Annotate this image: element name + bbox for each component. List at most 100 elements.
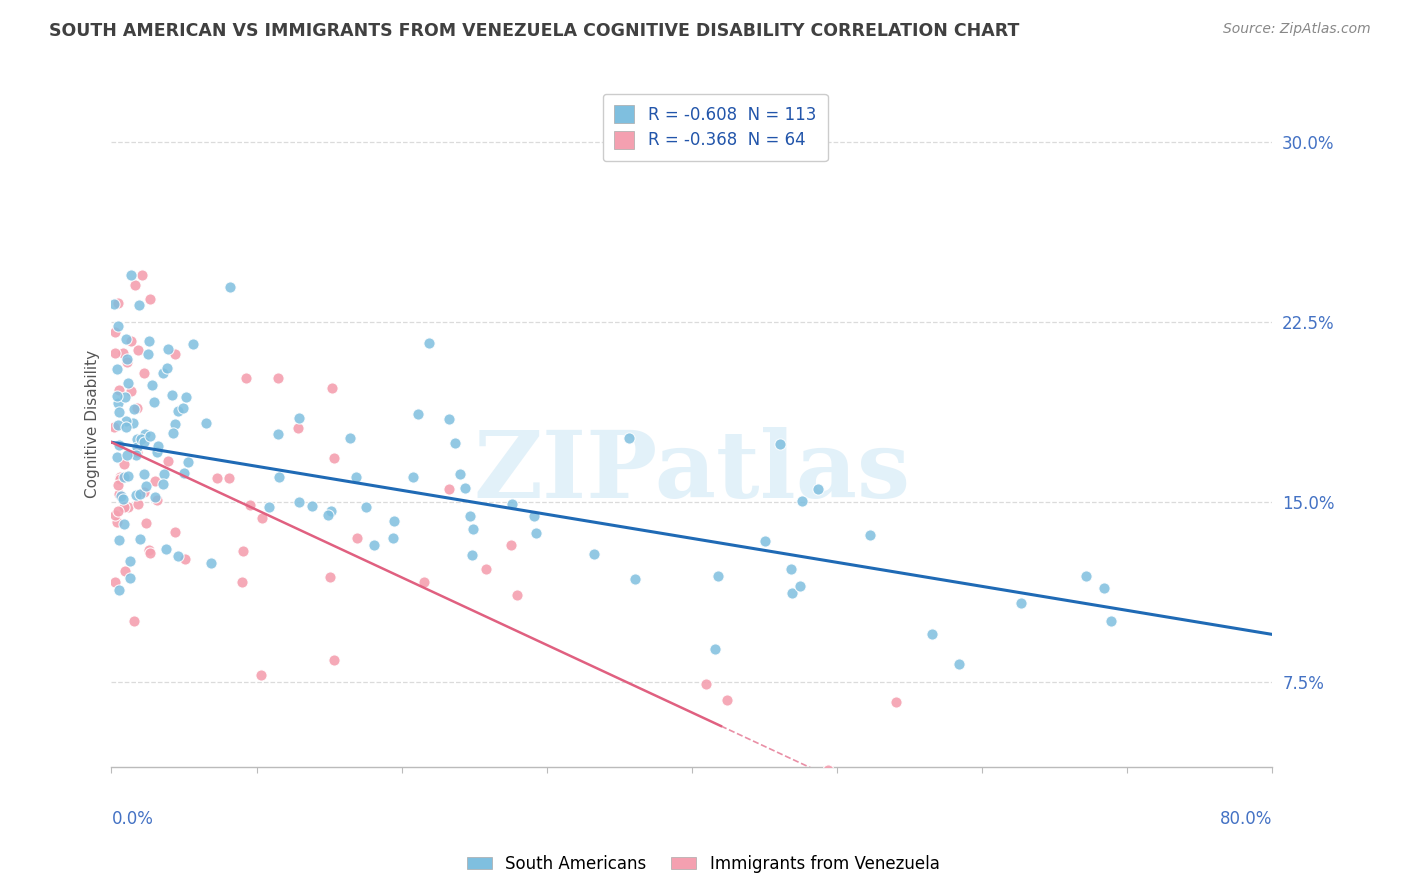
Point: [146, 445, 169, 459]
Point: [103, 419, 125, 434]
Text: SOUTH AMERICAN VS IMMIGRANTS FROM VENEZUELA COGNITIVE DISABILITY CORRELATION CHA: SOUTH AMERICAN VS IMMIGRANTS FROM VENEZU…: [49, 22, 1019, 40]
Point: [107, 295, 129, 310]
Point: [108, 470, 131, 484]
Point: [704, 641, 727, 656]
Point: [506, 588, 529, 602]
Point: [128, 497, 150, 511]
Point: [115, 448, 138, 462]
Point: [142, 395, 165, 409]
Point: [104, 508, 127, 523]
Point: [125, 488, 148, 502]
Point: [107, 487, 129, 501]
Point: [117, 468, 139, 483]
Point: [354, 500, 377, 514]
Point: [444, 435, 467, 450]
Point: [181, 337, 204, 351]
Point: [859, 528, 882, 542]
Point: [499, 538, 522, 552]
Point: [138, 542, 160, 557]
Point: [114, 565, 136, 579]
Point: [163, 347, 186, 361]
Point: [173, 466, 195, 480]
Point: [117, 376, 139, 391]
Point: [141, 378, 163, 392]
Point: [231, 574, 253, 589]
Point: [139, 546, 162, 560]
Point: [125, 448, 148, 462]
Legend: South Americans, Immigrants from Venezuela: South Americans, Immigrants from Venezue…: [460, 848, 946, 880]
Point: [921, 627, 943, 641]
Point: [339, 431, 361, 445]
Point: [207, 471, 229, 485]
Point: [439, 411, 461, 425]
Point: [108, 472, 131, 486]
Point: [817, 763, 839, 777]
Point: [250, 667, 273, 681]
Point: [120, 384, 142, 399]
Point: [412, 575, 434, 590]
Point: [153, 467, 176, 482]
Point: [449, 467, 471, 482]
Point: [107, 438, 129, 452]
Point: [288, 494, 311, 508]
Point: [135, 479, 157, 493]
Point: [1092, 582, 1115, 596]
Point: [163, 417, 186, 431]
Point: [269, 470, 291, 484]
Point: [501, 497, 523, 511]
Point: [125, 432, 148, 446]
Point: [754, 533, 776, 548]
Point: [112, 500, 135, 515]
Text: 80.0%: 80.0%: [1220, 810, 1272, 828]
Point: [108, 533, 131, 547]
Point: [135, 516, 157, 531]
Point: [120, 571, 142, 585]
Point: [107, 318, 129, 333]
Point: [239, 498, 262, 512]
Point: [152, 366, 174, 380]
Point: [319, 570, 342, 584]
Point: [120, 268, 142, 282]
Point: [789, 580, 811, 594]
Point: [107, 405, 129, 419]
Point: [108, 582, 131, 597]
Point: [127, 343, 149, 357]
Point: [134, 467, 156, 482]
Point: [884, 696, 907, 710]
Point: [115, 419, 138, 434]
Point: [146, 439, 169, 453]
Point: [200, 556, 222, 570]
Point: [437, 482, 460, 496]
Point: [111, 345, 134, 359]
Point: [132, 485, 155, 500]
Point: [136, 347, 159, 361]
Y-axis label: Cognitive Disability: Cognitive Disability: [86, 351, 100, 499]
Point: [121, 416, 143, 430]
Point: [219, 280, 242, 294]
Point: [235, 371, 257, 385]
Point: [104, 574, 127, 589]
Point: [344, 470, 367, 484]
Point: [716, 693, 738, 707]
Point: [363, 538, 385, 552]
Point: [108, 383, 131, 397]
Point: [267, 427, 290, 442]
Point: [301, 499, 323, 513]
Point: [134, 366, 156, 380]
Point: [475, 562, 498, 576]
Point: [143, 475, 166, 489]
Point: [125, 440, 148, 454]
Point: [117, 355, 139, 369]
Point: [523, 509, 546, 524]
Point: [780, 586, 803, 600]
Point: [174, 390, 197, 404]
Point: [111, 491, 134, 506]
Point: [115, 414, 138, 428]
Point: [458, 509, 481, 524]
Point: [107, 362, 129, 376]
Point: [583, 547, 606, 561]
Point: [129, 532, 152, 546]
Point: [948, 657, 970, 672]
Point: [162, 387, 184, 401]
Point: [155, 541, 177, 556]
